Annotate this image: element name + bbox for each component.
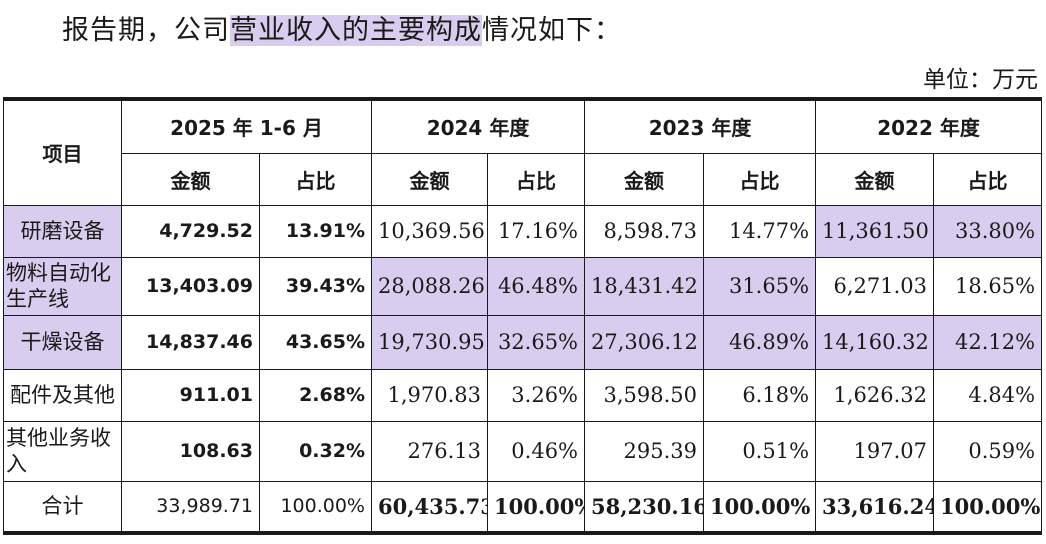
table-cell: 1,626.32 [815,368,935,422]
intro-sentence: 报告期，公司营业收入的主要构成情况如下： [62,8,622,47]
row-label: 合计 [3,480,122,534]
period-header: 2025 年 1-6 月 [121,98,372,154]
table-cell: 14,837.46 [121,314,260,370]
table-cell: 911.01 [121,368,260,422]
table-cell: 100.00% [703,480,817,534]
table-cell: 33.80% [933,204,1043,258]
table-cell: 108.63 [121,420,260,482]
item-header: 项目 [3,98,122,206]
table-cell: 19,730.95 [371,314,488,370]
table-cell: 100.00% [486,480,586,534]
table-row: 干燥设备 14,837.46 43.65% 19,730.95 32.65% 2… [3,314,1043,370]
table-cell: 0.51% [703,420,817,482]
amount-header: 金额 [584,152,705,206]
row-label: 物料自动化生产线 [3,256,122,316]
table-cell: 11,361.50 [815,204,935,258]
ratio-header: 占比 [486,152,586,206]
period-header: 2024 年度 [370,98,586,154]
table-cell: 4,729.52 [121,204,260,258]
table-cell: 0.46% [486,420,586,482]
table-cell: 276.13 [371,420,488,482]
amount-header: 金额 [121,152,260,206]
table-cell: 43.65% [259,314,372,370]
ratio-header: 占比 [703,152,817,206]
ratio-header: 占比 [259,152,372,206]
table-cell: 32.65% [486,314,586,370]
table-cell: 28,088.26 [371,256,488,316]
intro-highlight: 营业收入的主要构成 [230,15,482,46]
amount-header: 金额 [815,152,935,206]
table-cell: 6,271.03 [815,256,935,316]
row-label: 其他业务收入 [3,420,122,482]
intro-suffix: 情况如下： [482,15,622,46]
table-cell: 18.65% [933,256,1043,316]
table-cell: 10,369.56 [371,204,488,258]
table-cell: 13.91% [259,204,372,258]
revenue-table: 项目 2025 年 1-6 月 2024 年度 2023 年度 2022 年度 … [3,97,1043,535]
amount-header: 金额 [371,152,488,206]
table-row: 物料自动化生产线 13,403.09 39.43% 28,088.26 46.4… [3,256,1043,316]
table-cell: 27,306.12 [584,314,705,370]
table-cell: 100.00% [933,480,1043,534]
table-cell: 3,598.50 [584,368,705,422]
table-row-total: 合计 33,989.71 100.00% 60,435.73 100.00% 5… [3,480,1043,534]
table-row: 研磨设备 4,729.52 13.91% 10,369.56 17.16% 8,… [3,204,1043,258]
table-cell: 39.43% [259,256,372,316]
ratio-header: 占比 [933,152,1043,206]
table-cell: 60,435.73 [371,480,488,534]
table-cell: 31.65% [703,256,817,316]
table-cell: 2.68% [259,368,372,422]
table-cell: 17.16% [486,204,586,258]
table-cell: 46.89% [703,314,817,370]
table-cell: 18,431.42 [584,256,705,316]
table-cell: 0.32% [259,420,372,482]
table-cell: 42.12% [933,314,1043,370]
period-header: 2023 年度 [584,98,817,154]
table-cell: 1,970.83 [371,368,488,422]
table-cell: 3.26% [486,368,586,422]
table-cell: 33,616.24 [815,480,935,534]
period-header: 2022 年度 [815,98,1043,154]
table-cell: 33,989.71 [121,480,260,534]
table-cell: 197.07 [815,420,935,482]
row-label: 干燥设备 [3,314,122,370]
row-label: 配件及其他 [3,368,122,422]
table-cell: 14,160.32 [815,314,935,370]
table-row: 其他业务收入 108.63 0.32% 276.13 0.46% 295.39 … [3,420,1043,482]
unit-label: 单位：万元 [923,67,1038,93]
table-cell: 14.77% [703,204,817,258]
table-cell: 0.59% [933,420,1043,482]
table-cell: 6.18% [703,368,817,422]
table-cell: 13,403.09 [121,256,260,316]
row-label: 研磨设备 [3,204,122,258]
table-cell: 46.48% [486,256,586,316]
table-row: 配件及其他 911.01 2.68% 1,970.83 3.26% 3,598.… [3,368,1043,422]
table-cell: 8,598.73 [584,204,705,258]
intro-prefix: 报告期，公司 [62,15,230,46]
table-cell: 58,230.16 [584,480,705,534]
table-cell: 100.00% [259,480,372,534]
table-cell: 295.39 [584,420,705,482]
table-cell: 4.84% [933,368,1043,422]
